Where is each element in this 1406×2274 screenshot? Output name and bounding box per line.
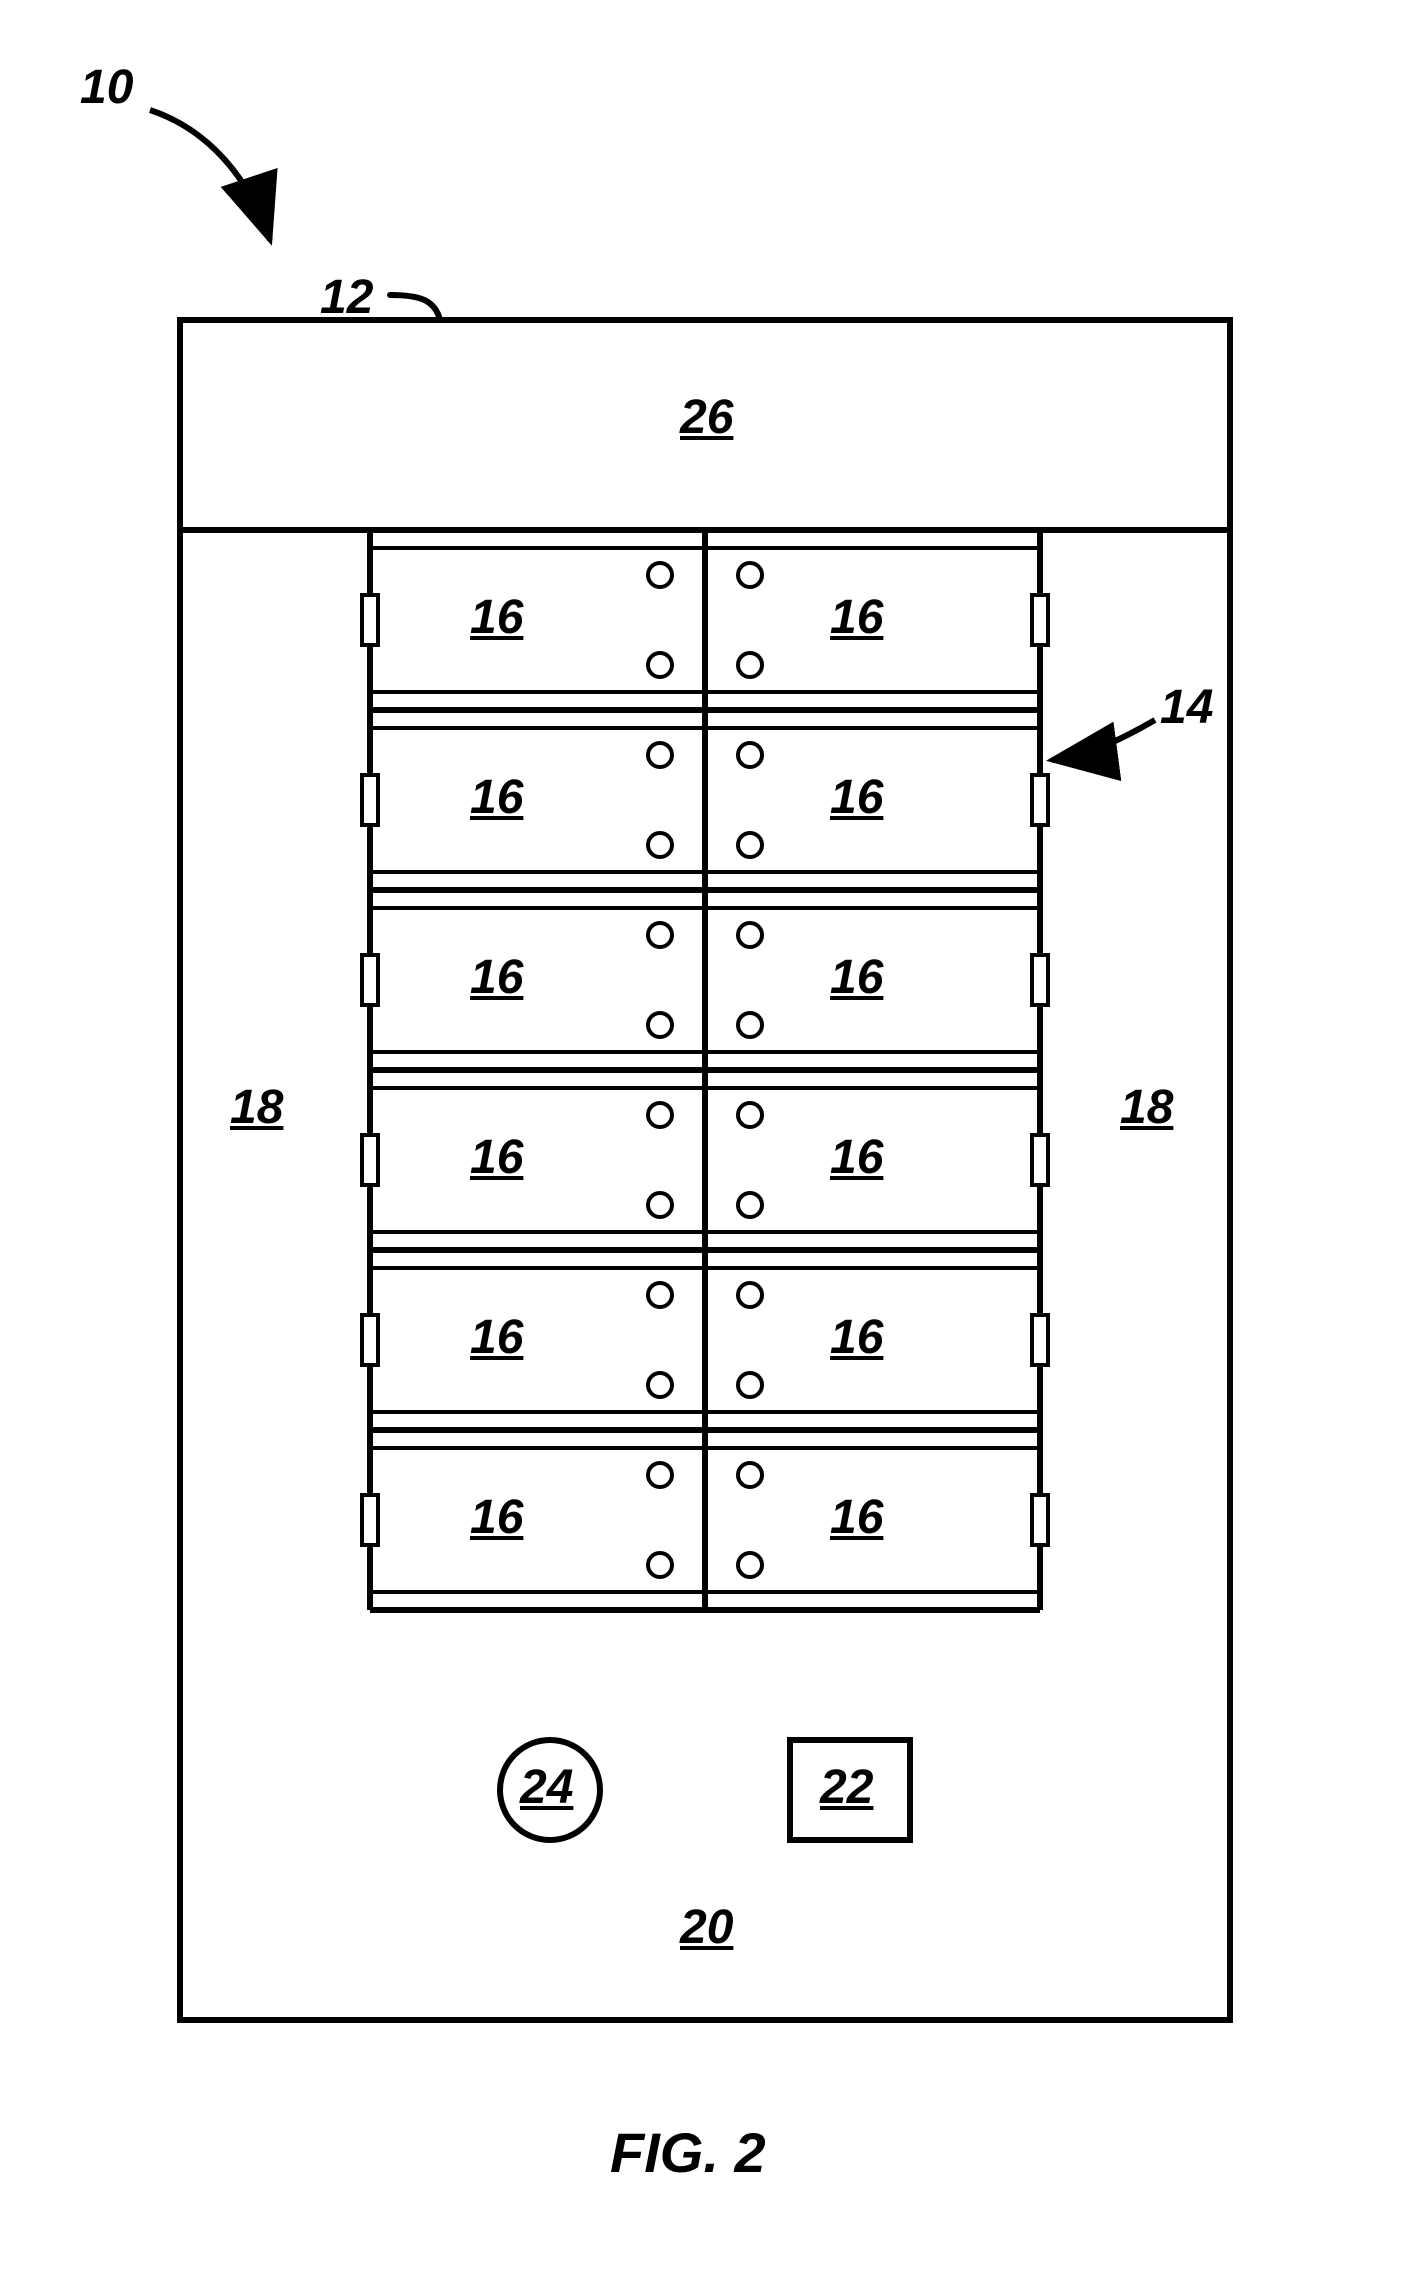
label-module-16: 16 (470, 770, 523, 825)
label-module-16: 16 (830, 1310, 883, 1365)
label-module-16: 16 (830, 590, 883, 645)
label-module-16: 16 (470, 950, 523, 1005)
label-enclosure-12: 12 (320, 270, 373, 325)
label-module-16: 16 (830, 1130, 883, 1185)
label-bottom-region-20: 20 (680, 1900, 733, 1955)
label-module-16: 16 (470, 1310, 523, 1365)
label-square-comp-22: 22 (820, 1760, 873, 1815)
label-module-16: 16 (470, 1130, 523, 1185)
label-top-region-26: 26 (680, 390, 733, 445)
label-module-16: 16 (470, 590, 523, 645)
label-module-16: 16 (470, 1490, 523, 1545)
label-left-side-18: 18 (230, 1080, 283, 1135)
label-module-16: 16 (830, 1490, 883, 1545)
label-assembly-10: 10 (80, 60, 133, 115)
label-right-side-18: 18 (1120, 1080, 1173, 1135)
label-module-16: 16 (830, 950, 883, 1005)
figure-caption: FIG. 2 (610, 2120, 766, 2185)
label-circle-comp-24: 24 (520, 1760, 573, 1815)
label-bay-14: 14 (1160, 680, 1213, 735)
label-module-16: 16 (830, 770, 883, 825)
